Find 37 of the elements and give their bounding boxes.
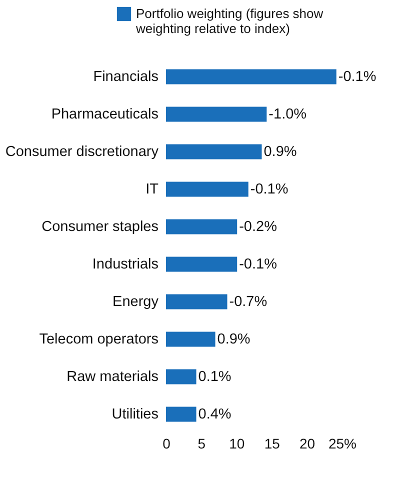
bar (166, 369, 196, 384)
y-tick-label: Consumer discretionary (5, 144, 160, 160)
y-tick-label: Utilities (112, 406, 158, 422)
x-tick-label: 25% (328, 436, 357, 452)
x-tick-label: 15 (264, 436, 280, 452)
text: 0.9% (264, 144, 297, 160)
bar (166, 144, 262, 160)
text: 0.1% (198, 368, 232, 385)
y-tick-label: Consumer staples (42, 218, 158, 235)
y-tick-label: Pharmaceuticals (51, 106, 158, 122)
legend-label: Portfolio weighting (figures show weighting relative to index) (135, 6, 324, 36)
x-tick-label: 20 (300, 436, 316, 452)
bar (166, 106, 267, 122)
text: -0.1% (250, 181, 288, 198)
bar (166, 69, 336, 84)
y-tick-label: Financials (93, 68, 158, 85)
y-tick-label: Telecom operators (39, 331, 158, 348)
x-tick-label: 0 (162, 436, 171, 452)
text: -0.7% (229, 294, 268, 310)
text: 0.4% (198, 406, 232, 422)
bar (166, 332, 216, 347)
text: 0.9% (217, 331, 250, 348)
text: -1.0% (268, 106, 307, 122)
y-tick-label: Industrials (92, 256, 158, 272)
y-tick-label: IT (146, 181, 159, 198)
bar (166, 294, 228, 310)
bar (166, 182, 248, 197)
x-tick-label: 5 (198, 436, 206, 452)
bar (166, 256, 238, 272)
y-tick-label: Raw materials (66, 368, 158, 385)
bar (166, 406, 196, 422)
y-tick-label: Energy (112, 294, 160, 310)
bar (166, 219, 238, 234)
text: -0.1% (239, 256, 277, 272)
x-tick-label: 10 (229, 436, 245, 452)
text: -0.1% (338, 68, 376, 85)
text: -0.2% (239, 218, 277, 235)
